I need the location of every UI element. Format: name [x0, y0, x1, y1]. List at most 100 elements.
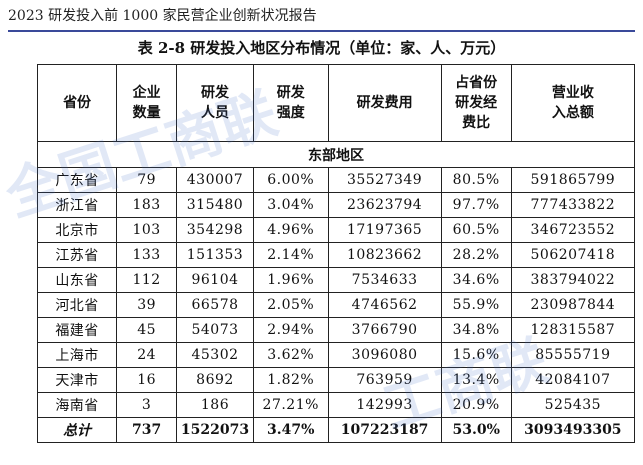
cell-rd-staff: 315480	[176, 192, 254, 218]
total-rd-expense: 107223187	[327, 417, 442, 443]
cell-rd-staff: 45302	[176, 342, 254, 368]
table-row: 福建省 45 54073 2.94% 3766790 34.8% 128315587	[36, 317, 636, 343]
header-line: 省份	[63, 95, 92, 111]
cell-revenue: 777433822	[510, 192, 636, 218]
table-row: 浙江省 183 315480 3.04% 23623794 97.7% 777433822	[36, 192, 636, 218]
table-row: 上海市 24 45302 3.62% 3096080 15.6% 85555719	[36, 342, 636, 368]
header-province: 省份	[36, 64, 118, 142]
cell-revenue: 506207418	[510, 242, 636, 268]
region-label: 东部地区	[37, 141, 635, 168]
cell-province: 福建省	[36, 317, 118, 343]
cell-company-count: 16	[116, 367, 178, 393]
cell-province: 海南省	[36, 392, 118, 418]
rd-region-table: 省份 企业 数量 研发 人员 研发 强度 研发费用 占省份 研发经 费比 营业收 入总额 东部地区 广东…	[36, 64, 636, 443]
cell-rd-staff: 151353	[176, 242, 254, 268]
table-row: 海南省 3 186 27.21% 142993 20.9% 525435	[36, 392, 636, 418]
cell-rd-staff: 66578	[176, 292, 254, 318]
cell-rd-intensity: 1.96%	[252, 267, 329, 293]
header-line: 强度	[276, 105, 305, 121]
table-row: 北京市 103 354298 4.96% 17197365 60.5% 346723552	[36, 217, 636, 243]
cell-company-count: 3	[116, 392, 178, 418]
cell-rd-intensity: 4.96%	[252, 217, 329, 243]
table-caption: 表 2-8 研发投入地区分布情况（单位：家、人、万元）	[137, 39, 506, 57]
cell-province-share: 60.5%	[440, 217, 512, 243]
cell-rd-intensity: 2.94%	[252, 317, 329, 343]
cell-province-share: 15.6%	[440, 342, 512, 368]
running-header: 2023 研发投入前 1000 家民营企业创新状况报告	[8, 8, 317, 24]
cell-rd-staff: 354298	[176, 217, 254, 243]
header-rd-intensity: 研发 强度	[252, 64, 329, 142]
cell-rd-expense: 10823662	[327, 242, 442, 268]
total-rd-staff: 1522073	[176, 417, 254, 443]
header-rd-expense: 研发费用	[327, 64, 442, 142]
cell-company-count: 39	[116, 292, 178, 318]
cell-rd-expense: 763959	[327, 367, 442, 393]
total-company-count: 737	[116, 417, 178, 443]
cell-province-share: 97.7%	[440, 192, 512, 218]
total-row: 总计 737 1522073 3.47% 107223187 53.0% 309349330…	[36, 417, 636, 443]
cell-province: 北京市	[36, 217, 118, 243]
cell-rd-expense: 4746562	[327, 292, 442, 318]
cell-province-share: 34.8%	[440, 317, 512, 343]
cell-rd-staff: 54073	[176, 317, 254, 343]
cell-province: 天津市	[36, 367, 118, 393]
header-line: 企业	[132, 85, 161, 101]
cell-company-count: 103	[116, 217, 178, 243]
total-label: 总计	[36, 417, 118, 443]
cell-province: 浙江省	[36, 192, 118, 218]
header-company-count: 企业 数量	[116, 64, 178, 142]
cell-province: 山东省	[36, 267, 118, 293]
cell-company-count: 133	[116, 242, 178, 268]
header-line: 人员	[201, 105, 229, 121]
cell-province-share: 55.9%	[440, 292, 512, 318]
cell-province: 广东省	[36, 167, 118, 193]
table-row: 山东省 112 96104 1.96% 7534633 34.6% 383794022	[36, 267, 636, 293]
header-line: 数量	[132, 105, 161, 121]
cell-revenue: 525435	[510, 392, 636, 418]
cell-rd-intensity: 6.00%	[252, 167, 329, 193]
cell-province-share: 20.9%	[440, 392, 512, 418]
header-line: 研发费用	[356, 95, 413, 111]
cell-rd-staff: 96104	[176, 267, 254, 293]
cell-province-share: 34.6%	[440, 267, 512, 293]
cell-rd-staff: 8692	[176, 367, 254, 393]
cell-rd-staff: 186	[176, 392, 254, 418]
cell-company-count: 45	[116, 317, 178, 343]
header-line: 营业收	[551, 85, 594, 101]
header-line: 占省份	[455, 75, 498, 91]
table-row: 广东省 79 430007 6.00% 35527349 80.5% 591865799	[36, 167, 636, 193]
header-line: 研发	[276, 85, 305, 101]
cell-rd-intensity: 27.21%	[252, 392, 329, 418]
table-row: 河北省 39 66578 2.05% 4746562 55.9% 230987844	[36, 292, 636, 318]
cell-rd-intensity: 1.82%	[252, 367, 329, 393]
total-province-share: 53.0%	[440, 417, 512, 443]
header-line: 入总额	[551, 105, 594, 121]
header-line: 费比	[462, 115, 491, 131]
cell-revenue: 383794022	[510, 267, 636, 293]
cell-revenue: 128315587	[510, 317, 636, 343]
cell-revenue: 85555719	[510, 342, 636, 368]
header-rd-staff: 研发 人员	[176, 64, 254, 142]
cell-rd-expense: 3096080	[327, 342, 442, 368]
cell-rd-intensity: 2.14%	[252, 242, 329, 268]
cell-province-share: 13.4%	[440, 367, 512, 393]
cell-revenue: 346723552	[510, 217, 636, 243]
cell-rd-expense: 17197365	[327, 217, 442, 243]
cell-rd-intensity: 3.62%	[252, 342, 329, 368]
header-revenue: 营业收 入总额	[510, 64, 636, 142]
cell-province-share: 80.5%	[440, 167, 512, 193]
cell-rd-expense: 35527349	[327, 167, 442, 193]
cell-company-count: 79	[116, 167, 178, 193]
cell-rd-expense: 142993	[327, 392, 442, 418]
cell-company-count: 112	[116, 267, 178, 293]
cell-rd-intensity: 2.05%	[252, 292, 329, 318]
header-line: 研发经	[455, 95, 498, 111]
cell-rd-expense: 3766790	[327, 317, 442, 343]
total-rd-intensity: 3.47%	[252, 417, 329, 443]
cell-province: 江苏省	[36, 242, 118, 268]
cell-rd-intensity: 3.04%	[252, 192, 329, 218]
header-line: 研发	[201, 85, 229, 101]
table-header-row: 省份 企业 数量 研发 人员 研发 强度 研发费用 占省份 研发经 费比 营业收 入总额	[36, 64, 636, 142]
table-row: 江苏省 133 151353 2.14% 10823662 28.2% 506207418	[36, 242, 636, 268]
cell-revenue: 42084107	[510, 367, 636, 393]
